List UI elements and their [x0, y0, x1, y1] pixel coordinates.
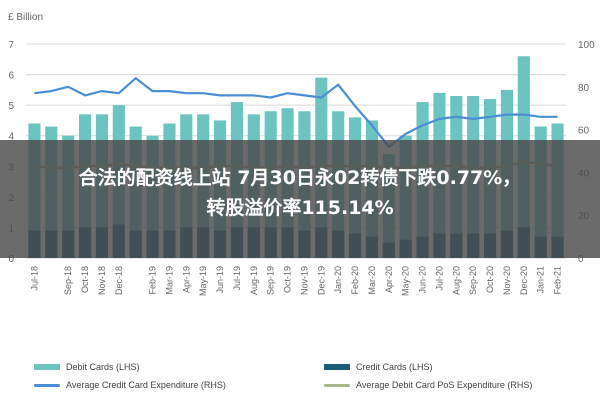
legend: Debit Cards (LHS) Credit Cards (LHS) Ave…: [34, 358, 594, 398]
legend-swatch-credit: [324, 364, 350, 370]
x-tick-label: Dec-19: [316, 266, 326, 295]
x-tick-label: Jul-18: [29, 266, 39, 291]
y2-tick-label: 100: [578, 40, 595, 51]
x-tick-label: Feb-21: [553, 266, 563, 295]
headline: 合法的配资线上站 7月30日永02转债下跌0.77%， 转股溢价率115.14%: [10, 163, 590, 223]
headline-line-2: 转股溢价率115.14%: [206, 197, 394, 219]
legend-label-debit: Debit Cards (LHS): [66, 362, 140, 372]
y2-tick-label: 0: [578, 254, 584, 265]
legend-label-avg-debit: Average Debit Card PoS Expenditure (RHS): [356, 380, 533, 390]
y2-tick-label: 80: [578, 83, 590, 94]
x-tick-label: Oct-19: [283, 266, 293, 293]
x-tick-label: Jul-19: [232, 266, 242, 291]
x-tick-label: Feb-19: [148, 266, 158, 295]
x-tick-label: Nov-19: [299, 266, 309, 295]
y-tick-label: 4: [8, 132, 14, 143]
x-tick-label: Apr-20: [384, 266, 394, 293]
y2-tick-label: 60: [578, 126, 590, 137]
x-tick-label: Sep-19: [266, 266, 276, 295]
legend-item-avg-credit: Average Credit Card Expenditure (RHS): [34, 380, 226, 390]
x-tick-label: Apr-19: [181, 266, 191, 293]
x-tick-label: Jun-19: [215, 266, 225, 294]
x-tick-label: Nov-18: [97, 266, 107, 295]
y-tick-label: 5: [8, 101, 14, 112]
x-tick-label: Jul-20: [434, 266, 444, 291]
x-tick-label: Jan-20: [333, 266, 343, 294]
legend-swatch-debit: [34, 364, 60, 370]
x-tick-label: Oct-20: [485, 266, 495, 293]
x-tick-label: Mar-20: [367, 266, 377, 295]
headline-overlay: [0, 140, 600, 258]
y-tick-label: 7: [8, 40, 14, 51]
legend-item-debit: Debit Cards (LHS): [34, 362, 140, 372]
legend-swatch-avg-debit: [324, 383, 350, 387]
legend-item-avg-debit: Average Debit Card PoS Expenditure (RHS): [324, 380, 532, 390]
x-tick-label: Sep-18: [63, 266, 73, 295]
legend-swatch-avg-credit: [34, 383, 60, 387]
x-tick-label: Dec-18: [114, 266, 124, 295]
x-tick-label: Aug-19: [249, 266, 259, 295]
x-tick-label: May-20: [401, 266, 411, 296]
y-tick-label: 6: [8, 71, 14, 82]
x-tick-label: Nov-20: [502, 266, 512, 295]
legend-label-avg-credit: Average Credit Card Expenditure (RHS): [66, 380, 226, 390]
x-tick-label: Oct-18: [80, 266, 90, 293]
legend-item-credit: Credit Cards (LHS): [324, 362, 433, 372]
x-tick-label: May-19: [198, 266, 208, 296]
x-tick-label: Jan-21: [536, 266, 546, 294]
y-tick-label: 0: [8, 254, 14, 265]
x-tick-label: Dec-20: [519, 266, 529, 295]
legend-label-credit: Credit Cards (LHS): [356, 362, 433, 372]
line-avg-credit: [34, 77, 558, 148]
x-tick-label: Mar-19: [164, 266, 174, 295]
x-tick-label: Aug-20: [451, 266, 461, 295]
x-axis: Jul-18 Sep-18 Oct-18 Nov-18 Dec-18 Feb-19 Mar-…: [29, 266, 562, 296]
x-tick-label: Jun-20: [418, 266, 428, 294]
headline-line-1: 合法的配资线上站 7月30日永02转债下跌0.77%，: [78, 167, 522, 189]
x-tick-label: Feb-20: [350, 266, 360, 295]
x-tick-label: Sep-20: [468, 266, 478, 295]
y-axis-title: £ Billion: [8, 12, 43, 23]
